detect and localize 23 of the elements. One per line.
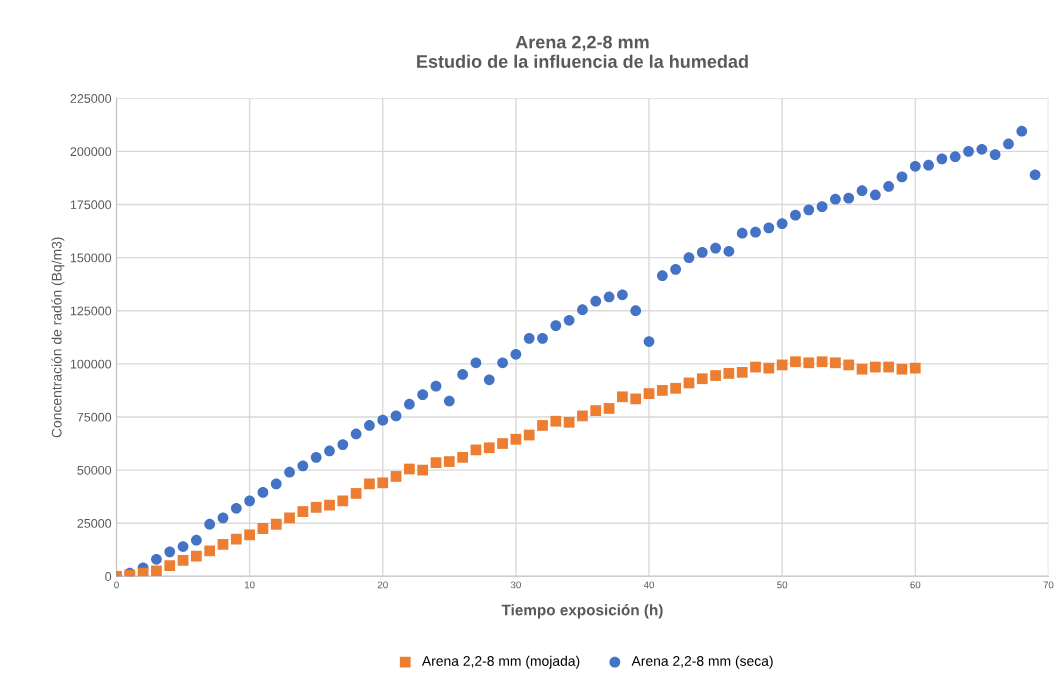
y-tick-label: 0 <box>105 572 112 581</box>
x-tick-label: 70 <box>1043 581 1054 589</box>
y-tick-label: 200000 <box>70 147 112 157</box>
y-tick-label: 50000 <box>77 465 112 475</box>
x-tick-label: 10 <box>244 581 255 589</box>
legend-label: Arena 2,2-8 mm (mojada) <box>421 655 580 669</box>
x-tick-label: 0 <box>114 581 119 589</box>
y-tick-label: 225000 <box>70 94 112 103</box>
x-tick-label: 20 <box>377 581 388 589</box>
y-tick-label: 100000 <box>70 359 112 369</box>
x-tick-label: 40 <box>643 581 655 589</box>
x-tick-label: 30 <box>510 581 521 589</box>
x-axis-title: Tiempo exposición (h) <box>501 604 663 619</box>
y-tick-label: 150000 <box>70 253 112 263</box>
chart-title: Arena 2,2-8 mm Estudio de la influencia de la humedad <box>417 35 748 68</box>
y-tick-label: 25000 <box>77 518 112 528</box>
x-tick-label: 50 <box>777 581 788 589</box>
legend-label: Arena 2,2-8 mm (seca) <box>631 655 773 669</box>
y-tick-label: 175000 <box>70 200 112 210</box>
x-tick-label: 60 <box>910 581 921 589</box>
y-axis-title: Concentración de radón (Bq/m3) <box>51 237 65 438</box>
y-tick-label: 125000 <box>70 306 112 316</box>
y-tick-label: 75000 <box>77 412 112 422</box>
